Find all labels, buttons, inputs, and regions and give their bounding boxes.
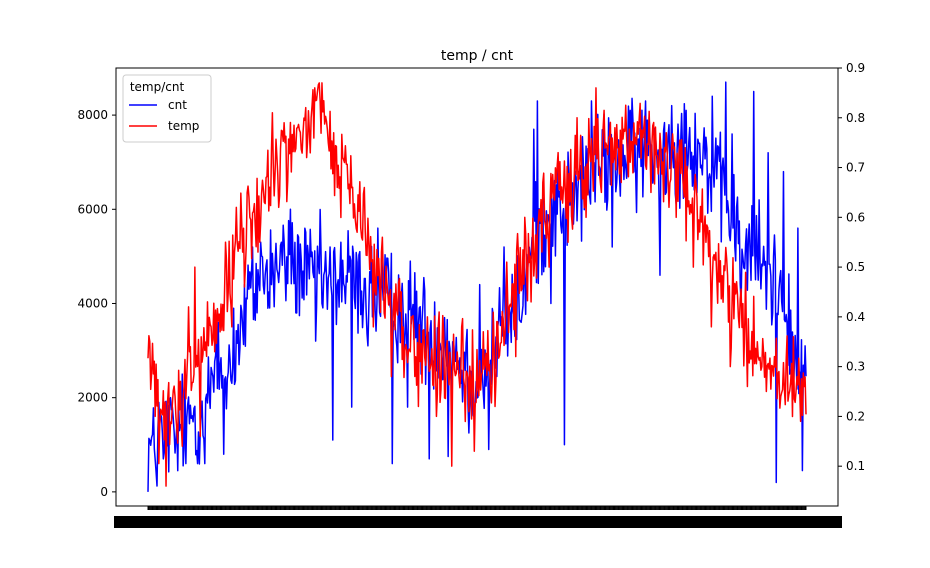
chart-title: temp / cnt bbox=[441, 48, 514, 64]
left-y-tick-label: 2000 bbox=[77, 391, 108, 405]
right-y-tick-label: 0.8 bbox=[846, 111, 865, 125]
left-y-tick-label: 4000 bbox=[77, 296, 108, 310]
left-y-tick-label: 6000 bbox=[77, 202, 108, 216]
right-y-tick-label: 0.4 bbox=[846, 310, 865, 324]
left-y-tick-label: 0 bbox=[100, 485, 108, 499]
right-y-tick-label: 0.9 bbox=[846, 61, 865, 75]
legend: temp/cnt cnt temp bbox=[122, 74, 212, 143]
left-y-tick-label: 8000 bbox=[77, 108, 108, 122]
right-y-tick-label: 0.5 bbox=[846, 260, 865, 274]
legend-label-temp: temp bbox=[168, 119, 199, 133]
right-y-tick-label: 0.3 bbox=[846, 360, 865, 374]
x-ticks bbox=[147, 506, 807, 510]
legend-title: temp/cnt bbox=[130, 80, 185, 94]
axes: 0 2000 4000 6000 8000 0.1 0.2 0.3 0.4 0.5 0.6 0.7 0.… bbox=[77, 61, 865, 528]
right-y-tick-label: 0.2 bbox=[846, 409, 865, 423]
series-line-cnt bbox=[147, 81, 807, 492]
x-tick-labels-overlap bbox=[114, 516, 842, 528]
right-y-tick-label: 0.7 bbox=[846, 161, 865, 175]
plot-area bbox=[147, 81, 807, 492]
series-line-temp bbox=[147, 82, 807, 487]
right-y-tick-label: 0.6 bbox=[846, 210, 865, 224]
right-y-tick-label: 0.1 bbox=[846, 459, 865, 473]
legend-label-cnt: cnt bbox=[168, 98, 187, 112]
